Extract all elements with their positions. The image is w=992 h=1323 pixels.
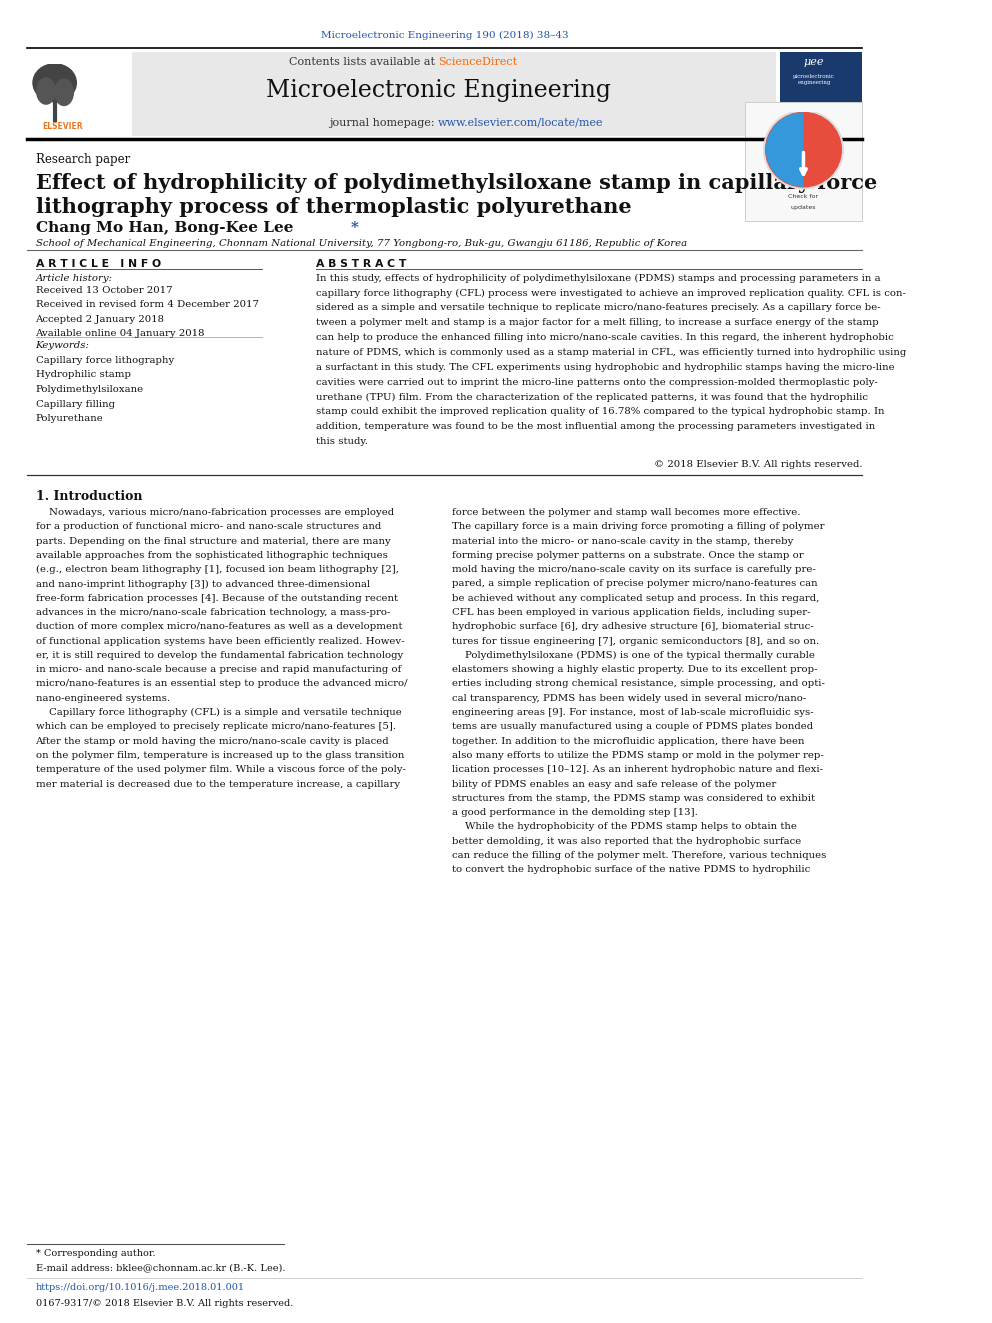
Text: of functional application systems have been efficiently realized. Howev-: of functional application systems have b… [36, 636, 404, 646]
Text: engineering areas [9]. For instance, most of lab-scale microfluidic sys-: engineering areas [9]. For instance, mos… [451, 708, 813, 717]
Text: In this study, effects of hydrophilicity of polydimethylsiloxane (PDMS) stamps a: In this study, effects of hydrophilicity… [315, 274, 880, 283]
Text: Hydrophilic stamp: Hydrophilic stamp [36, 370, 131, 380]
Text: can help to produce the enhanced filling into micro/nano-scale cavities. In this: can help to produce the enhanced filling… [315, 333, 893, 343]
Text: for a production of functional micro- and nano-scale structures and: for a production of functional micro- an… [36, 523, 381, 532]
Text: Contents lists available at: Contents lists available at [289, 57, 438, 67]
Text: tures for tissue engineering [7], organic semiconductors [8], and so on.: tures for tissue engineering [7], organi… [451, 636, 818, 646]
Text: journal homepage:: journal homepage: [329, 118, 438, 128]
Text: © 2018 Elsevier B.V. All rights reserved.: © 2018 Elsevier B.V. All rights reserved… [654, 460, 862, 470]
Text: Chang Mo Han, Bong-Kee Lee: Chang Mo Han, Bong-Kee Lee [36, 221, 299, 235]
Text: 1. Introduction: 1. Introduction [36, 490, 142, 503]
Text: Capillary filling: Capillary filling [36, 400, 114, 409]
Text: After the stamp or mold having the micro/nano-scale cavity is placed: After the stamp or mold having the micro… [36, 737, 389, 746]
Text: Polyurethane: Polyurethane [36, 414, 103, 423]
Text: Microelectronic Engineering: Microelectronic Engineering [266, 79, 611, 102]
Text: urethane (TPU) film. From the characterization of the replicated patterns, it wa: urethane (TPU) film. From the characteri… [315, 393, 868, 401]
Text: Microelectronic Engineering 190 (2018) 38–43: Microelectronic Engineering 190 (2018) 3… [320, 30, 568, 40]
Text: this study.: this study. [315, 437, 367, 446]
Text: Research paper: Research paper [36, 153, 130, 167]
Text: better demolding, it was also reported that the hydrophobic surface: better demolding, it was also reported t… [451, 836, 801, 845]
Text: https://doi.org/10.1016/j.mee.2018.01.001: https://doi.org/10.1016/j.mee.2018.01.00… [36, 1283, 245, 1293]
Text: together. In addition to the microfluidic application, there have been: together. In addition to the microfluidi… [451, 737, 804, 746]
Text: ScienceDirect: ScienceDirect [438, 57, 517, 67]
Text: tems are usually manufactured using a couple of PDMS plates bonded: tems are usually manufactured using a co… [451, 722, 812, 732]
Text: Nowadays, various micro/nano-fabrication processes are employed: Nowadays, various micro/nano-fabrication… [36, 508, 394, 517]
Text: μicroelectronic
engineering: μicroelectronic engineering [794, 74, 835, 85]
Text: School of Mechanical Engineering, Chonnam National University, 77 Yongbong-ro, B: School of Mechanical Engineering, Chonna… [36, 239, 686, 249]
Text: capillary force lithography (CFL) process were investigated to achieve an improv: capillary force lithography (CFL) proces… [315, 288, 906, 298]
Text: er, it is still required to develop the fundamental fabrication technology: er, it is still required to develop the … [36, 651, 403, 660]
Text: parts. Depending on the final structure and material, there are many: parts. Depending on the final structure … [36, 537, 390, 545]
Text: A R T I C L E   I N F O: A R T I C L E I N F O [36, 259, 161, 270]
Text: material into the micro- or nano-scale cavity in the stamp, thereby: material into the micro- or nano-scale c… [451, 537, 793, 545]
Text: Capillary force lithography (CFL) is a simple and versatile technique: Capillary force lithography (CFL) is a s… [36, 708, 402, 717]
Text: Keywords:: Keywords: [36, 341, 89, 351]
Text: forming precise polymer patterns on a substrate. Once the stamp or: forming precise polymer patterns on a su… [451, 550, 804, 560]
Text: micro/nano-features is an essential step to produce the advanced micro/: micro/nano-features is an essential step… [36, 680, 407, 688]
Text: nature of PDMS, which is commonly used as a stamp material in CFL, was efficient: nature of PDMS, which is commonly used a… [315, 348, 906, 357]
Text: nano-engineered systems.: nano-engineered systems. [36, 693, 170, 703]
Text: Effect of hydrophilicity of polydimethylsiloxane stamp in capillary force: Effect of hydrophilicity of polydimethyl… [36, 173, 877, 193]
Text: Received in revised form 4 December 2017: Received in revised form 4 December 2017 [36, 300, 259, 310]
Text: available approaches from the sophisticated lithographic techniques: available approaches from the sophistica… [36, 550, 388, 560]
Text: duction of more complex micro/nano-features as well as a development: duction of more complex micro/nano-featu… [36, 622, 402, 631]
Text: elastomers showing a highly elastic property. Due to its excellent prop-: elastomers showing a highly elastic prop… [451, 665, 817, 675]
Text: Article history:: Article history: [36, 274, 112, 283]
Text: and nano-imprint lithography [3]) to advanced three-dimensional: and nano-imprint lithography [3]) to adv… [36, 579, 370, 589]
Text: cavities were carried out to imprint the micro-line patterns onto the compressio: cavities were carried out to imprint the… [315, 377, 877, 386]
Text: bility of PDMS enables an easy and safe release of the polymer: bility of PDMS enables an easy and safe … [451, 779, 776, 789]
Text: lication processes [10–12]. As an inherent hydrophobic nature and flexi-: lication processes [10–12]. As an inhere… [451, 765, 822, 774]
Text: free-form fabrication processes [4]. Because of the outstanding recent: free-form fabrication processes [4]. Bec… [36, 594, 398, 603]
Text: which can be employed to precisely replicate micro/nano-features [5].: which can be employed to precisely repli… [36, 722, 396, 732]
Text: Polydimethylsiloxane (PDMS) is one of the typical thermally curable: Polydimethylsiloxane (PDMS) is one of th… [451, 651, 814, 660]
Text: *: * [351, 221, 359, 235]
Text: Available online 04 January 2018: Available online 04 January 2018 [36, 329, 205, 339]
Text: tween a polymer melt and stamp is a major factor for a melt filling, to increase: tween a polymer melt and stamp is a majo… [315, 319, 878, 327]
FancyBboxPatch shape [27, 52, 776, 136]
Text: pared, a simple replication of precise polymer micro/nano-features can: pared, a simple replication of precise p… [451, 579, 817, 589]
Text: mer material is decreased due to the temperature increase, a capillary: mer material is decreased due to the tem… [36, 779, 400, 789]
Text: Received 13 October 2017: Received 13 October 2017 [36, 286, 173, 295]
Text: Capillary force lithography: Capillary force lithography [36, 356, 174, 365]
Text: www.elsevier.com/locate/mee: www.elsevier.com/locate/mee [438, 118, 604, 128]
Text: advances in the micro/nano-scale fabrication technology, a mass-pro-: advances in the micro/nano-scale fabrica… [36, 609, 390, 617]
Text: mold having the micro/nano-scale cavity on its surface is carefully pre-: mold having the micro/nano-scale cavity … [451, 565, 815, 574]
Text: a surfactant in this study. The CFL experiments using hydrophobic and hydrophili: a surfactant in this study. The CFL expe… [315, 363, 894, 372]
Text: be achieved without any complicated setup and process. In this regard,: be achieved without any complicated setu… [451, 594, 818, 603]
Text: temperature of the used polymer film. While a viscous force of the poly-: temperature of the used polymer film. Wh… [36, 765, 406, 774]
FancyBboxPatch shape [745, 102, 862, 221]
Text: Accepted 2 January 2018: Accepted 2 January 2018 [36, 315, 165, 324]
Text: * Corresponding author.: * Corresponding author. [36, 1249, 155, 1258]
Text: force between the polymer and stamp wall becomes more effective.: force between the polymer and stamp wall… [451, 508, 800, 517]
Text: on the polymer film, temperature is increased up to the glass transition: on the polymer film, temperature is incr… [36, 751, 404, 759]
Text: hydrophobic surface [6], dry adhesive structure [6], biomaterial struc-: hydrophobic surface [6], dry adhesive st… [451, 622, 813, 631]
Text: in micro- and nano-scale because a precise and rapid manufacturing of: in micro- and nano-scale because a preci… [36, 665, 401, 675]
Text: (e.g., electron beam lithography [1], focused ion beam lithography [2],: (e.g., electron beam lithography [1], fo… [36, 565, 399, 574]
FancyBboxPatch shape [781, 52, 862, 136]
Text: can reduce the filling of the polymer melt. Therefore, various techniques: can reduce the filling of the polymer me… [451, 851, 826, 860]
Text: a good performance in the demolding step [13].: a good performance in the demolding step… [451, 808, 697, 818]
Text: erties including strong chemical resistance, simple processing, and opti-: erties including strong chemical resista… [451, 680, 824, 688]
Text: The capillary force is a main driving force promoting a filling of polymer: The capillary force is a main driving fo… [451, 523, 824, 532]
Text: CFL has been employed in various application fields, including super-: CFL has been employed in various applica… [451, 609, 810, 617]
Text: addition, temperature was found to be the most influential among the processing : addition, temperature was found to be th… [315, 422, 875, 431]
Text: sidered as a simple and versatile technique to replicate micro/nano-features pre: sidered as a simple and versatile techni… [315, 303, 880, 312]
Text: A B S T R A C T: A B S T R A C T [315, 259, 406, 270]
Text: 0167-9317/© 2018 Elsevier B.V. All rights reserved.: 0167-9317/© 2018 Elsevier B.V. All right… [36, 1299, 293, 1308]
Text: structures from the stamp, the PDMS stamp was considered to exhibit: structures from the stamp, the PDMS stam… [451, 794, 814, 803]
Text: cal transparency, PDMS has been widely used in several micro/nano-: cal transparency, PDMS has been widely u… [451, 693, 806, 703]
Text: Polydimethylsiloxane: Polydimethylsiloxane [36, 385, 144, 394]
Text: While the hydrophobicity of the PDMS stamp helps to obtain the: While the hydrophobicity of the PDMS sta… [451, 823, 797, 831]
Text: lithography process of thermoplastic polyurethane: lithography process of thermoplastic pol… [36, 197, 631, 217]
Text: E-mail address: bklee@chonnam.ac.kr (B.-K. Lee).: E-mail address: bklee@chonnam.ac.kr (B.-… [36, 1263, 285, 1273]
Text: also many efforts to utilize the PDMS stamp or mold in the polymer rep-: also many efforts to utilize the PDMS st… [451, 751, 823, 759]
FancyBboxPatch shape [27, 52, 132, 136]
Text: stamp could exhibit the improved replication quality of 16.78% compared to the t: stamp could exhibit the improved replica… [315, 407, 884, 417]
Text: to convert the hydrophobic surface of the native PDMS to hydrophilic: to convert the hydrophobic surface of th… [451, 865, 809, 875]
Text: μee: μee [804, 57, 824, 67]
